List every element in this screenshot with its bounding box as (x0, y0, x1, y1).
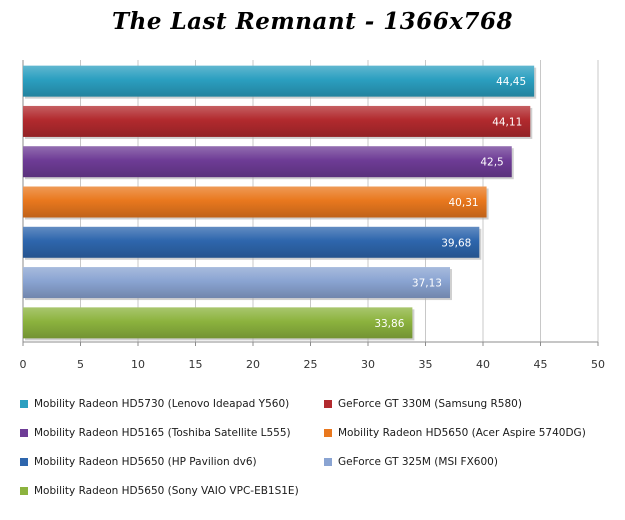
legend-label: Mobility Radeon HD5165 (Toshiba Satellit… (34, 427, 291, 439)
data-label: 44,11 (492, 116, 522, 128)
legend-swatch (324, 429, 332, 437)
bar (23, 65, 535, 97)
bar (23, 186, 487, 218)
legend-label: Mobility Radeon HD5650 (Sony VAIO VPC-EB… (34, 485, 299, 497)
legend-item: Mobility Radeon HD5650 (Sony VAIO VPC-EB… (20, 485, 299, 497)
legend-label: Mobility Radeon HD5650 (Acer Aspire 5740… (338, 427, 586, 439)
legend-swatch (20, 487, 28, 495)
legend-item: GeForce GT 325M (MSI FX600) (324, 456, 498, 468)
legend-label: Mobility Radeon HD5650 (HP Pavilion dv6) (34, 456, 257, 468)
legend-label: GeForce GT 325M (MSI FX600) (338, 456, 498, 468)
x-tick-label: 30 (361, 358, 375, 371)
legend-item: Mobility Radeon HD5165 (Toshiba Satellit… (20, 427, 291, 439)
legend-label: GeForce GT 330M (Samsung R580) (338, 398, 522, 410)
legend-swatch (20, 400, 28, 408)
bar (23, 105, 531, 137)
x-tick-label: 15 (189, 358, 203, 371)
data-labels: 44,45 44,11 42,5 40,31 39,68 37,13 33,86 (374, 76, 526, 330)
x-tick-label: 40 (476, 358, 490, 371)
legend-item: GeForce GT 330M (Samsung R580) (324, 398, 522, 410)
chart-title: The Last Remnant - 1366x768 (112, 8, 513, 35)
bar (23, 146, 512, 178)
legend-swatch (20, 458, 28, 466)
data-label: 44,45 (496, 76, 526, 88)
legend-swatch (324, 400, 332, 408)
legend-swatch (324, 458, 332, 466)
data-label: 39,68 (441, 237, 471, 249)
x-tick-label: 35 (419, 358, 433, 371)
data-label: 40,31 (449, 197, 479, 209)
bar-chart: 44,45 44,11 42,5 40,31 39,68 37,13 33,86 0 5 10 1… (20, 60, 606, 371)
bar (23, 226, 480, 258)
x-tick-label: 45 (534, 358, 548, 371)
x-tick-label: 20 (246, 358, 260, 371)
data-label: 42,5 (480, 157, 503, 169)
bars (23, 65, 537, 341)
legend-label: Mobility Radeon HD5730 (Lenovo Ideapad Y… (34, 398, 290, 410)
x-tick-label: 50 (591, 358, 605, 371)
x-tick-label: 5 (77, 358, 84, 371)
bar (23, 267, 450, 299)
x-tick-label: 0 (20, 358, 27, 371)
legend-item: Mobility Radeon HD5650 (HP Pavilion dv6) (20, 456, 257, 468)
data-label: 37,13 (412, 278, 442, 290)
data-label: 33,86 (374, 318, 404, 330)
legend-item: Mobility Radeon HD5730 (Lenovo Ideapad Y… (20, 398, 289, 410)
x-tick-label: 10 (131, 358, 145, 371)
tick-labels: 0 5 10 15 20 25 30 35 40 45 50 (20, 358, 606, 371)
legend-item: Mobility Radeon HD5650 (Acer Aspire 5740… (324, 427, 586, 439)
x-tick-label: 25 (304, 358, 318, 371)
legend-swatch (20, 429, 28, 437)
bar (23, 307, 413, 339)
